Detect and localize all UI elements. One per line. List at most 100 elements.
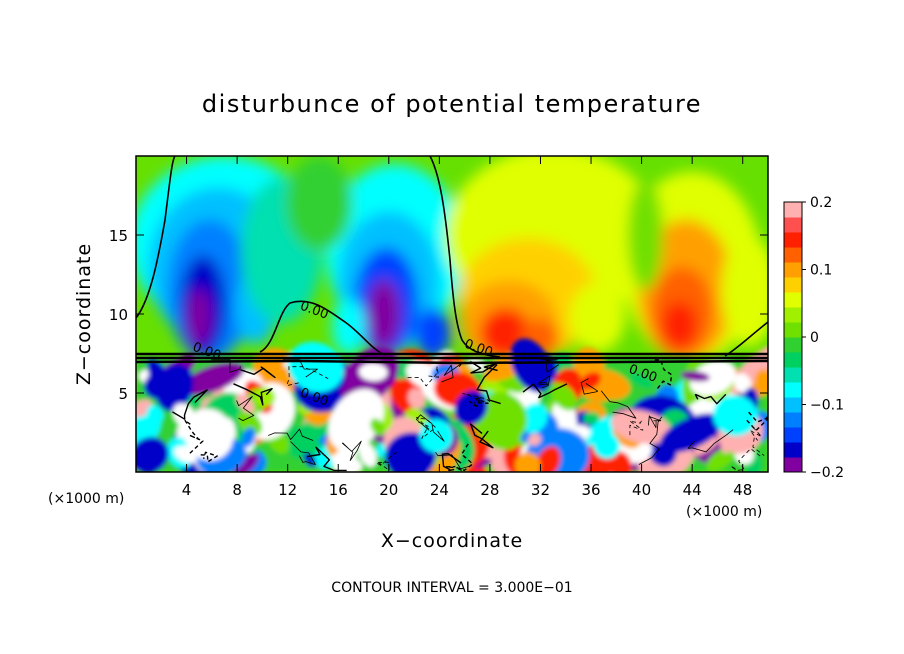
- x-tick-label: 44: [683, 481, 702, 499]
- turbulence-patch: [680, 370, 710, 382]
- y-tick-label: 15: [109, 227, 128, 245]
- y-tick-label: 10: [109, 306, 128, 324]
- contour-line: [580, 378, 599, 395]
- colorbar-swatch: [784, 247, 802, 263]
- upper-anomaly-field: [136, 156, 768, 363]
- contour-line: [476, 364, 501, 405]
- colorbar-ticks: 0.2 0.1 0 −0.1 −0.2: [802, 195, 844, 481]
- turbulence-patch: [535, 446, 561, 472]
- contour-line: [749, 426, 765, 456]
- contour-line: [468, 396, 489, 408]
- anomaly-blob: [286, 156, 353, 251]
- turbulence-patch: [370, 418, 386, 436]
- turbulence-patch: [520, 402, 548, 433]
- inversion-contour-band: [136, 352, 768, 365]
- anomaly-blob: [415, 307, 451, 359]
- turbulence-patch: [693, 437, 719, 456]
- y-tick-label: 5: [118, 385, 128, 403]
- anomaly-blob: [721, 235, 768, 346]
- colorbar-swatch: [784, 217, 802, 233]
- colorbar-tick-label: −0.1: [810, 398, 844, 414]
- turbulence-patch: [237, 410, 263, 436]
- y-axis-label: Z−coordinate: [73, 243, 95, 385]
- contour-line: [236, 396, 255, 421]
- turbulence-patch: [390, 385, 418, 415]
- x-tick-label: 40: [632, 481, 651, 499]
- turbulence-patch: [425, 439, 461, 472]
- contour-line: [435, 451, 472, 471]
- x-unit-right: (×1000 m): [686, 504, 762, 520]
- contour-line: [652, 359, 673, 389]
- turbulence-patch: [706, 447, 736, 471]
- turbulence-patch: [146, 405, 164, 424]
- contour-line: [694, 393, 727, 405]
- chart-title: disturbunce of potential temperature: [202, 90, 702, 118]
- x-unit-left: (×1000 m): [48, 491, 124, 507]
- colorbar-tick-label: 0.2: [810, 195, 832, 211]
- x-tick-label: 12: [278, 481, 297, 499]
- anomaly-blob: [367, 279, 401, 349]
- x-tick-label: 24: [430, 481, 449, 499]
- turbulence-patch: [528, 433, 542, 446]
- x-tick-label: 8: [232, 481, 242, 499]
- x-tick-label: 48: [733, 481, 752, 499]
- x-tick-label: 16: [329, 481, 348, 499]
- turbulence-patch: [179, 362, 245, 396]
- zero-contour-left: [136, 156, 176, 319]
- turbulence-patch: [629, 373, 654, 389]
- colorbar-swatch: [784, 337, 802, 353]
- contour-line: [341, 440, 362, 461]
- turbulence-patch: [689, 360, 736, 396]
- turbulence-patch: [592, 431, 620, 459]
- contour-line: [416, 417, 436, 439]
- x-tick-label: 36: [581, 481, 600, 499]
- contour-line: [240, 366, 276, 379]
- colorbar-swatch: [784, 352, 802, 368]
- contour-line: [416, 414, 445, 442]
- turbulence-patch: [358, 441, 377, 467]
- turbulence-patch: [328, 388, 384, 452]
- turbulence-patch: [609, 451, 632, 472]
- contour-line: [629, 418, 644, 436]
- turbulence-patch: [754, 369, 768, 394]
- contour-line: [286, 366, 329, 386]
- colorbar-swatch: [784, 442, 802, 458]
- colorbar-swatch: [784, 427, 802, 443]
- contour-interval-note: CONTOUR INTERVAL = 3.000E−01: [331, 580, 572, 596]
- x-tick-label: 32: [531, 481, 550, 499]
- contour-line: [200, 451, 218, 463]
- turbulence-patch: [712, 395, 758, 436]
- turbulence-patch: [241, 427, 256, 448]
- turbulence-patch: [358, 363, 388, 382]
- turbulence-patch: [232, 453, 259, 472]
- anomaly-blob: [569, 282, 626, 352]
- colorbar: [784, 202, 802, 473]
- zero-contour-central: [429, 156, 501, 358]
- contour-line: [445, 443, 474, 472]
- turbulence-patch: [407, 388, 426, 409]
- contour-line: [522, 383, 568, 399]
- colorbar-swatch: [784, 292, 802, 308]
- turbulence-patch: [583, 411, 600, 425]
- x-tick-label: 28: [480, 481, 499, 499]
- x-axis-ticks: 4 8 12 16 20 24 28 32 36 40 44 48: [182, 156, 752, 499]
- turbulence-patch: [136, 437, 169, 472]
- contour-line: [268, 428, 314, 441]
- plot-area: [136, 156, 768, 472]
- contour-line: [290, 441, 316, 465]
- x-tick-label: 20: [379, 481, 398, 499]
- contour-line: [538, 375, 551, 389]
- colorbar-swatch: [784, 322, 802, 338]
- x-axis-label: X−coordinate: [381, 530, 523, 552]
- turbulence-patch: [333, 457, 363, 472]
- lower-contours: [172, 359, 768, 472]
- turbulence-patch: [514, 452, 541, 472]
- contour-line: [375, 451, 397, 471]
- turbulence-patch: [254, 387, 276, 407]
- contour-line: [600, 390, 637, 419]
- turbulence-patch: [733, 373, 752, 394]
- colorbar-swatch: [784, 307, 802, 323]
- colorbar-swatch: [784, 397, 802, 413]
- turbulence-patch: [659, 413, 723, 453]
